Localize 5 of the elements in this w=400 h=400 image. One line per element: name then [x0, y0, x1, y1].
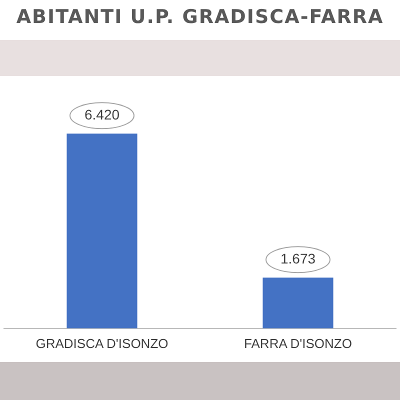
data-label: 1.673	[280, 250, 316, 266]
x-tick-label: FARRA D'ISONZO	[244, 336, 352, 351]
chart-title: ABITANTI U.P. GRADISCA-FARRA	[15, 6, 385, 28]
data-label: 6.420	[84, 106, 120, 122]
x-tick-label: GRADISCA D'ISONZO	[36, 336, 168, 351]
